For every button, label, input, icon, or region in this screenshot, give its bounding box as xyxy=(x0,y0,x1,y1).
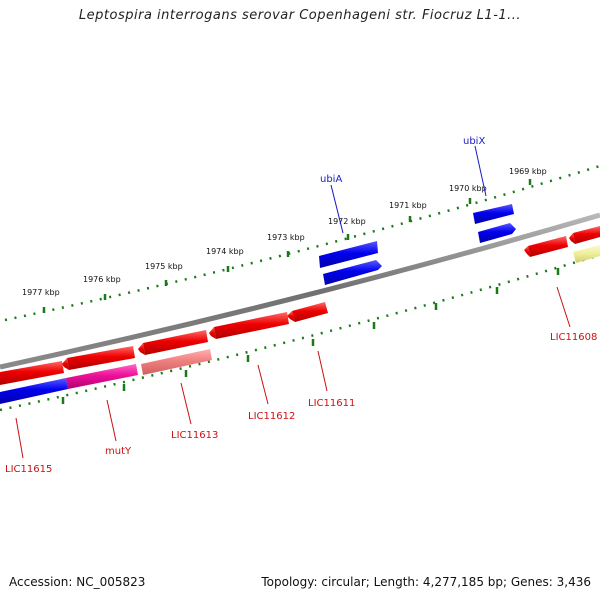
kbp-label: 1972 kbp xyxy=(328,217,366,226)
gene-ubiX[interactable] xyxy=(473,204,516,243)
gene-label-LIC11611: LIC11611 xyxy=(308,398,355,409)
gene-label-mutY: mutY xyxy=(105,446,132,457)
gene-label-ubiX: ubiX xyxy=(463,136,485,147)
genome-backbone xyxy=(0,212,600,370)
kbp-label: 1973 kbp xyxy=(267,233,305,242)
gene-unlabeled-right[interactable] xyxy=(569,226,600,263)
gene-LIC11615[interactable] xyxy=(0,361,68,404)
inner-major-ticks xyxy=(61,268,560,404)
label-leaders xyxy=(15,145,571,459)
map-title: Leptospira interrogans serovar Copenhage… xyxy=(78,8,522,23)
gene-label-LIC11613: LIC11613 xyxy=(171,430,218,441)
gene-LIC11608[interactable] xyxy=(524,236,568,257)
gene-LIC11613[interactable] xyxy=(138,330,212,375)
kbp-label: 1975 kbp xyxy=(145,262,183,271)
genome-summary-text: Topology: circular; Length: 4,277,185 bp… xyxy=(261,575,591,589)
gene-label-ubiA: ubiA xyxy=(320,174,342,185)
gene-mutY[interactable] xyxy=(62,346,138,389)
kbp-label: 1971 kbp xyxy=(389,201,427,210)
kbp-label: 1969 kbp xyxy=(509,167,547,176)
kbp-label: 1976 kbp xyxy=(83,275,121,284)
gene-LIC11612[interactable] xyxy=(209,312,289,339)
kbp-label: 1974 kbp xyxy=(206,247,244,256)
kbp-label: 1970 kbp xyxy=(449,184,487,193)
outer-major-ticks xyxy=(42,179,532,313)
gene-label-LIC11612: LIC11612 xyxy=(248,411,295,422)
gene-label-LIC11608: LIC11608 xyxy=(550,332,597,343)
accession-text: Accession: NC_005823 xyxy=(9,575,146,589)
kbp-label: 1977 kbp xyxy=(22,288,60,297)
gene-ubiA[interactable] xyxy=(319,241,382,285)
gene-label-LIC11615: LIC11615 xyxy=(5,464,52,475)
gene-LIC11611[interactable] xyxy=(287,302,328,322)
